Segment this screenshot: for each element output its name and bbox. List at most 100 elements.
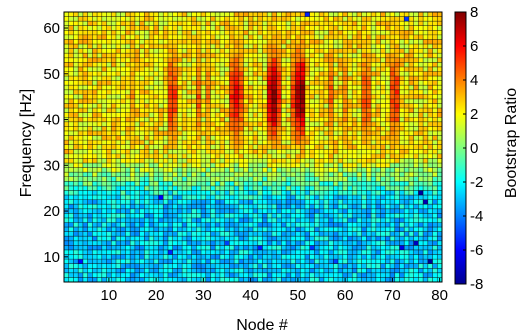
heatmap-cell [153, 208, 159, 214]
heatmap-cell [262, 126, 268, 132]
heatmap-cell [262, 53, 268, 58]
heatmap-cell [158, 121, 164, 127]
heatmap-cell [361, 217, 367, 223]
heatmap-cell [295, 153, 301, 159]
heatmap-cell [120, 263, 126, 269]
heatmap-cell [106, 217, 112, 223]
heatmap-cell [304, 21, 310, 26]
heatmap-cell [92, 259, 98, 264]
heatmap-cell [101, 117, 107, 122]
heatmap-cell [111, 231, 117, 237]
heatmap-cell [314, 149, 320, 154]
heatmap-cell [366, 236, 372, 241]
heatmap-cell [418, 268, 424, 273]
heatmap-cell [196, 249, 202, 255]
heatmap-cell [92, 30, 98, 35]
heatmap-cell [229, 140, 235, 145]
heatmap-cell [243, 195, 249, 200]
heatmap-cell [432, 71, 438, 77]
heatmap-cell [276, 126, 282, 132]
heatmap-cell [408, 16, 414, 22]
heatmap-cell [323, 25, 329, 31]
heatmap-cell [371, 245, 376, 251]
heatmap-cell [323, 144, 329, 150]
heatmap-cell [304, 112, 310, 118]
heatmap-cell [234, 190, 239, 196]
heatmap-cell [92, 76, 98, 81]
heatmap-cell [201, 158, 206, 164]
heatmap-cell [106, 213, 112, 218]
heatmap-cell [144, 103, 150, 109]
heatmap-cell [342, 195, 348, 200]
heatmap-cell [286, 172, 291, 177]
heatmap-cell [243, 236, 249, 241]
heatmap-cell [328, 185, 334, 191]
heatmap-cell [215, 236, 220, 241]
heatmap-cell [290, 57, 296, 63]
heatmap-cell [356, 181, 362, 186]
heatmap-cell [300, 277, 306, 283]
heatmap-cell [149, 57, 154, 63]
heatmap-cell [366, 185, 372, 191]
heatmap-cell [205, 204, 211, 209]
heatmap-cell [68, 71, 74, 77]
heatmap-cell [234, 259, 239, 264]
heatmap-cell [229, 34, 235, 40]
heatmap-cell [418, 245, 424, 251]
heatmap-cell [408, 245, 414, 251]
heatmap-cell [286, 199, 291, 205]
heatmap-cell [238, 163, 244, 168]
heatmap-cell [177, 259, 183, 264]
heatmap-cell [130, 190, 135, 196]
heatmap-cell [106, 103, 112, 109]
heatmap-cell [106, 89, 112, 95]
heatmap-cell [300, 144, 306, 150]
heatmap-cell [120, 140, 126, 145]
heatmap-cell [314, 71, 320, 77]
heatmap-cell [177, 268, 183, 273]
heatmap-cell [304, 153, 310, 159]
heatmap-cell [68, 149, 74, 154]
heatmap-cell [229, 263, 235, 269]
heatmap-cell [304, 213, 310, 218]
heatmap-cell [338, 176, 343, 182]
heatmap-cell [153, 103, 159, 109]
heatmap-cell [115, 231, 121, 237]
heatmap-cell [276, 208, 282, 214]
heatmap-cell [347, 176, 353, 182]
heatmap-cell [68, 94, 74, 99]
heatmap-cell [130, 240, 135, 246]
heatmap-cell [356, 268, 362, 273]
heatmap-cell [134, 163, 140, 168]
heatmap-cell [267, 39, 272, 45]
heatmap-cell [167, 117, 173, 122]
heatmap-cell [300, 204, 306, 209]
heatmap-cell [97, 240, 102, 246]
heatmap-cell [413, 98, 419, 104]
heatmap-cell [68, 277, 74, 283]
heatmap-cell [413, 236, 419, 241]
heatmap-cell [205, 117, 211, 122]
heatmap-cell [304, 48, 310, 54]
heatmap-cell [432, 213, 438, 218]
heatmap-cell [196, 103, 202, 109]
heatmap-cell [130, 277, 135, 283]
heatmap-cell [238, 181, 244, 186]
heatmap-cell [125, 85, 131, 90]
heatmap-cell [186, 240, 192, 246]
heatmap-cell [97, 44, 102, 49]
heatmap-cell [238, 71, 244, 77]
heatmap-cell [134, 181, 140, 186]
heatmap-cell [191, 112, 197, 118]
heatmap-cell [78, 272, 83, 278]
heatmap-cell [248, 249, 254, 255]
heatmap-cell [215, 190, 220, 196]
heatmap-cell [371, 217, 376, 223]
heatmap-cell [78, 222, 83, 228]
heatmap-cell [390, 57, 395, 63]
heatmap-cell [408, 263, 414, 269]
heatmap-cell [300, 62, 306, 67]
heatmap-cell [390, 153, 395, 159]
heatmap-cell [323, 108, 329, 113]
heatmap-cell [300, 135, 306, 141]
